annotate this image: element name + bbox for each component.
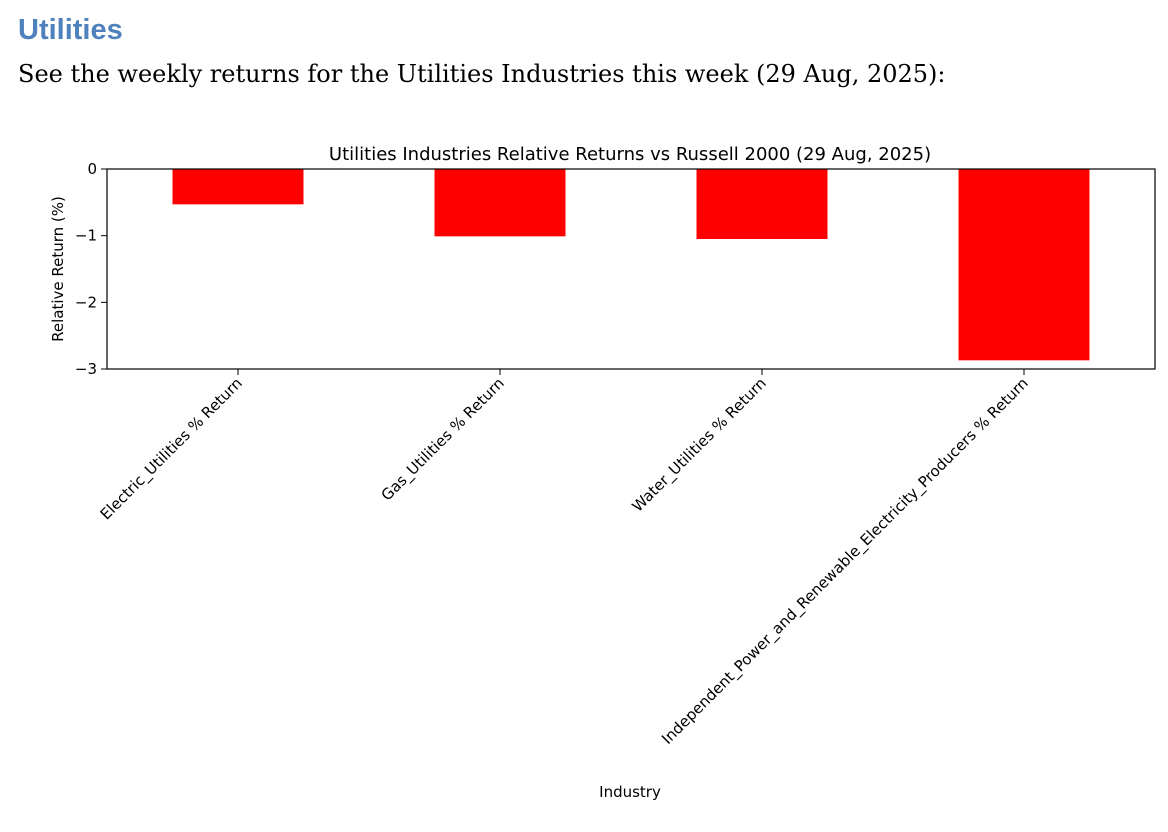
x-tick-label: Electric_Utilities % Return bbox=[97, 374, 247, 524]
bar bbox=[172, 169, 304, 205]
section-heading: Utilities bbox=[18, 14, 123, 46]
chart-title: Utilities Industries Relative Returns vs… bbox=[329, 144, 931, 165]
x-tick-label: Gas_Utilities % Return bbox=[378, 374, 509, 505]
bar bbox=[434, 169, 566, 237]
y-tick-label: −2 bbox=[75, 293, 97, 311]
y-tick-label: −3 bbox=[75, 360, 97, 378]
x-axis-label: Industry bbox=[599, 783, 661, 801]
bar bbox=[958, 169, 1090, 361]
y-tick-label: −1 bbox=[75, 227, 97, 245]
bar bbox=[696, 169, 828, 239]
x-tick-label: Water_Utilities % Return bbox=[628, 374, 770, 516]
intro-text: See the weekly returns for the Utilities… bbox=[18, 60, 946, 88]
plot-frame bbox=[106, 168, 1156, 370]
y-tick-label: 0 bbox=[87, 160, 97, 178]
y-axis-label: Relative Return (%) bbox=[49, 196, 67, 342]
